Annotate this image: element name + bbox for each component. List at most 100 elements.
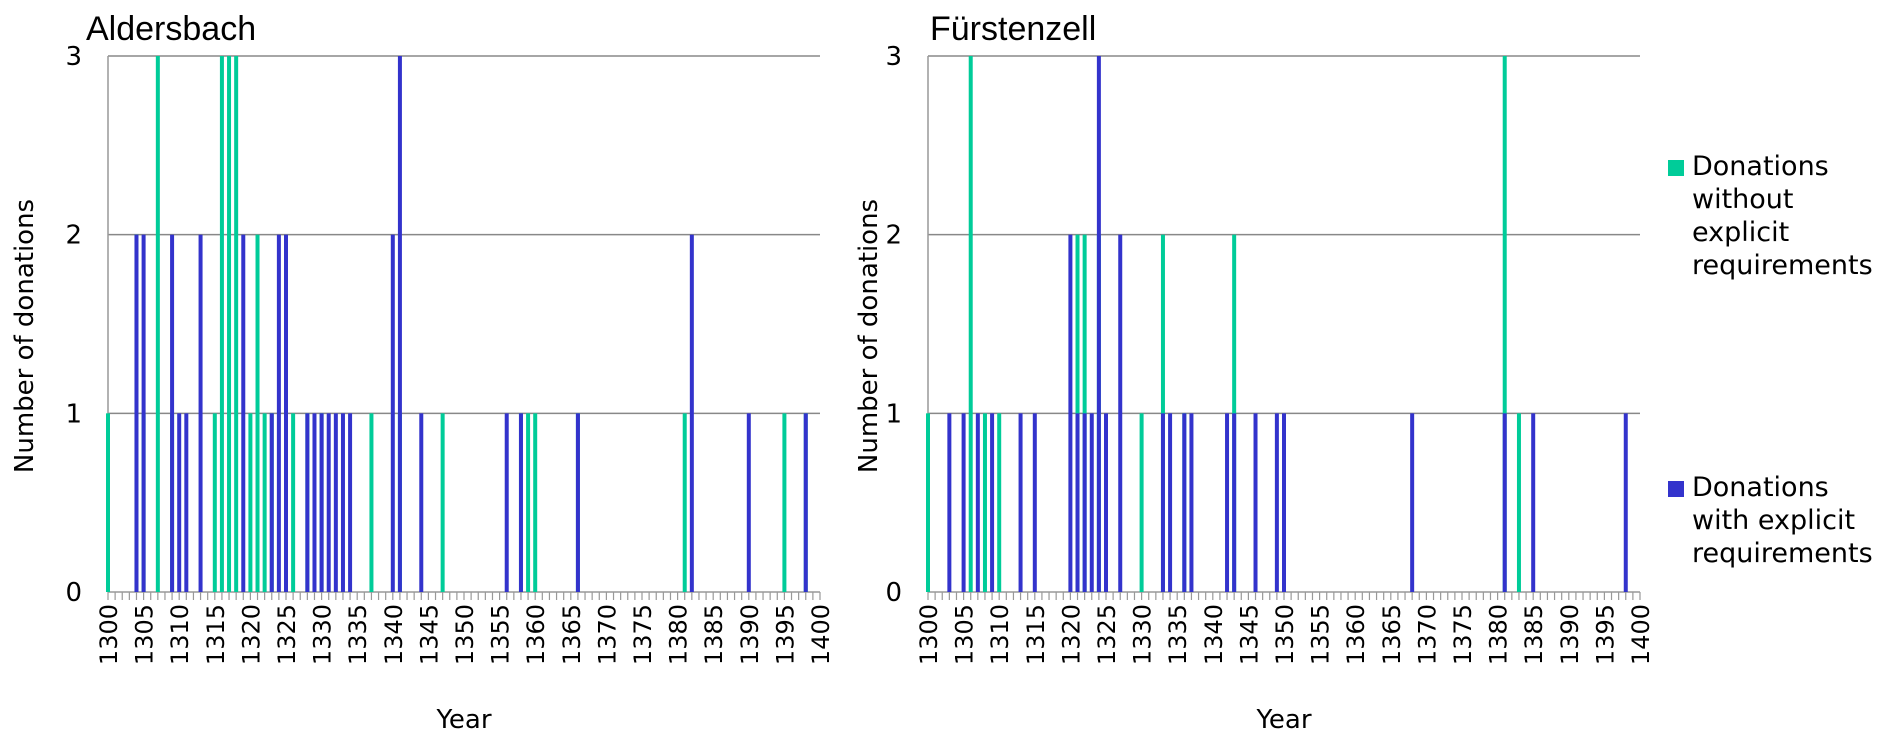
bar — [177, 413, 182, 592]
y-tick-label: 1 — [885, 399, 902, 429]
bar — [397, 56, 402, 592]
legend-label-line: Donations — [1692, 472, 1829, 503]
bar — [1282, 413, 1286, 592]
bar — [248, 413, 253, 592]
bar — [968, 56, 973, 592]
bar — [333, 413, 338, 592]
bar — [419, 413, 424, 592]
bar — [1225, 413, 1230, 592]
bar — [1089, 413, 1094, 592]
bar — [269, 413, 274, 592]
bar — [1068, 234, 1073, 592]
bar — [1160, 234, 1165, 592]
y-axis-label: Number of donations — [854, 199, 884, 473]
bar — [184, 413, 189, 592]
bar — [219, 56, 224, 592]
legend-label-without: Donations without explicit requirements — [1692, 150, 1882, 282]
bar — [533, 413, 538, 592]
x-tick-label: 1330 — [1129, 604, 1157, 665]
y-tick-label: 0 — [65, 578, 82, 608]
x-tick-label: 1315 — [1022, 604, 1050, 665]
bar — [997, 413, 1002, 592]
x-axis-label: Year — [1255, 705, 1311, 734]
bar — [926, 413, 930, 592]
bar — [518, 413, 523, 592]
bar — [782, 413, 787, 592]
bar — [575, 413, 580, 592]
x-axis-label: Year — [435, 705, 491, 734]
chart-title: Fürstenzell — [930, 10, 1096, 48]
bar — [227, 56, 232, 592]
bar — [504, 413, 509, 592]
bar — [1502, 413, 1507, 592]
legend-label-line: with explicit — [1692, 505, 1856, 536]
bar — [1232, 413, 1237, 592]
bar — [682, 413, 687, 592]
bar — [1082, 413, 1087, 592]
x-tick-label: 1340 — [380, 604, 408, 665]
x-tick-label: 1355 — [1307, 604, 1335, 665]
bar — [1182, 413, 1187, 592]
bar — [803, 413, 808, 592]
bar — [1516, 413, 1521, 592]
y-axis-label: Number of donations — [10, 199, 40, 473]
bar — [340, 413, 345, 592]
x-tick-label: 1400 — [807, 604, 835, 665]
bar — [975, 413, 980, 592]
y-tick-label: 2 — [885, 221, 902, 251]
bar — [440, 413, 445, 592]
bar — [1253, 413, 1258, 592]
bar — [1189, 413, 1194, 592]
legend-label-line: Donations — [1692, 151, 1829, 182]
bar — [262, 413, 267, 592]
bar — [305, 413, 310, 592]
bar — [234, 56, 239, 592]
x-tick-label: 1305 — [131, 604, 159, 665]
x-tick-label: 1345 — [1235, 604, 1263, 665]
bar — [1096, 56, 1101, 592]
y-tick-label: 1 — [65, 399, 82, 429]
bar — [348, 413, 353, 592]
legend-swatch-without — [1668, 160, 1684, 176]
x-tick-label: 1310 — [166, 604, 194, 665]
bar — [312, 413, 317, 592]
x-tick-label: 1370 — [593, 604, 621, 665]
bar — [390, 234, 395, 592]
x-tick-label: 1395 — [771, 604, 799, 665]
bar — [198, 234, 203, 592]
x-tick-label: 1335 — [1164, 604, 1192, 665]
bar — [1160, 413, 1165, 592]
bar — [1104, 413, 1108, 592]
legend-label-line: requirements — [1692, 538, 1873, 569]
bar — [319, 413, 324, 592]
bar — [170, 234, 175, 592]
x-tick-label: 1370 — [1413, 604, 1441, 665]
bar — [526, 413, 531, 592]
x-tick-label: 1320 — [237, 604, 265, 665]
bar — [1118, 234, 1123, 592]
bar — [990, 413, 995, 592]
x-tick-label: 1315 — [202, 604, 230, 665]
x-tick-label: 1395 — [1591, 604, 1619, 665]
x-tick-label: 1335 — [344, 604, 372, 665]
x-tick-label: 1365 — [558, 604, 586, 665]
y-tick-label: 2 — [65, 221, 82, 251]
x-tick-label: 1385 — [1520, 604, 1548, 665]
bar — [276, 234, 281, 592]
bar — [689, 234, 694, 592]
bar — [255, 234, 260, 592]
x-tick-label: 1320 — [1057, 604, 1085, 665]
legend-label-with: Donations with explicit requirements — [1692, 471, 1882, 570]
bar — [134, 234, 139, 592]
bar — [291, 413, 296, 592]
bar — [1410, 413, 1415, 592]
x-tick-label: 1360 — [522, 604, 550, 665]
x-tick-label: 1365 — [1378, 604, 1406, 665]
x-tick-label: 1325 — [273, 604, 301, 665]
x-tick-label: 1375 — [1449, 604, 1477, 665]
bar — [369, 413, 374, 592]
bar — [1623, 413, 1628, 592]
x-tick-label: 1300 — [95, 604, 123, 665]
bar — [961, 413, 966, 592]
